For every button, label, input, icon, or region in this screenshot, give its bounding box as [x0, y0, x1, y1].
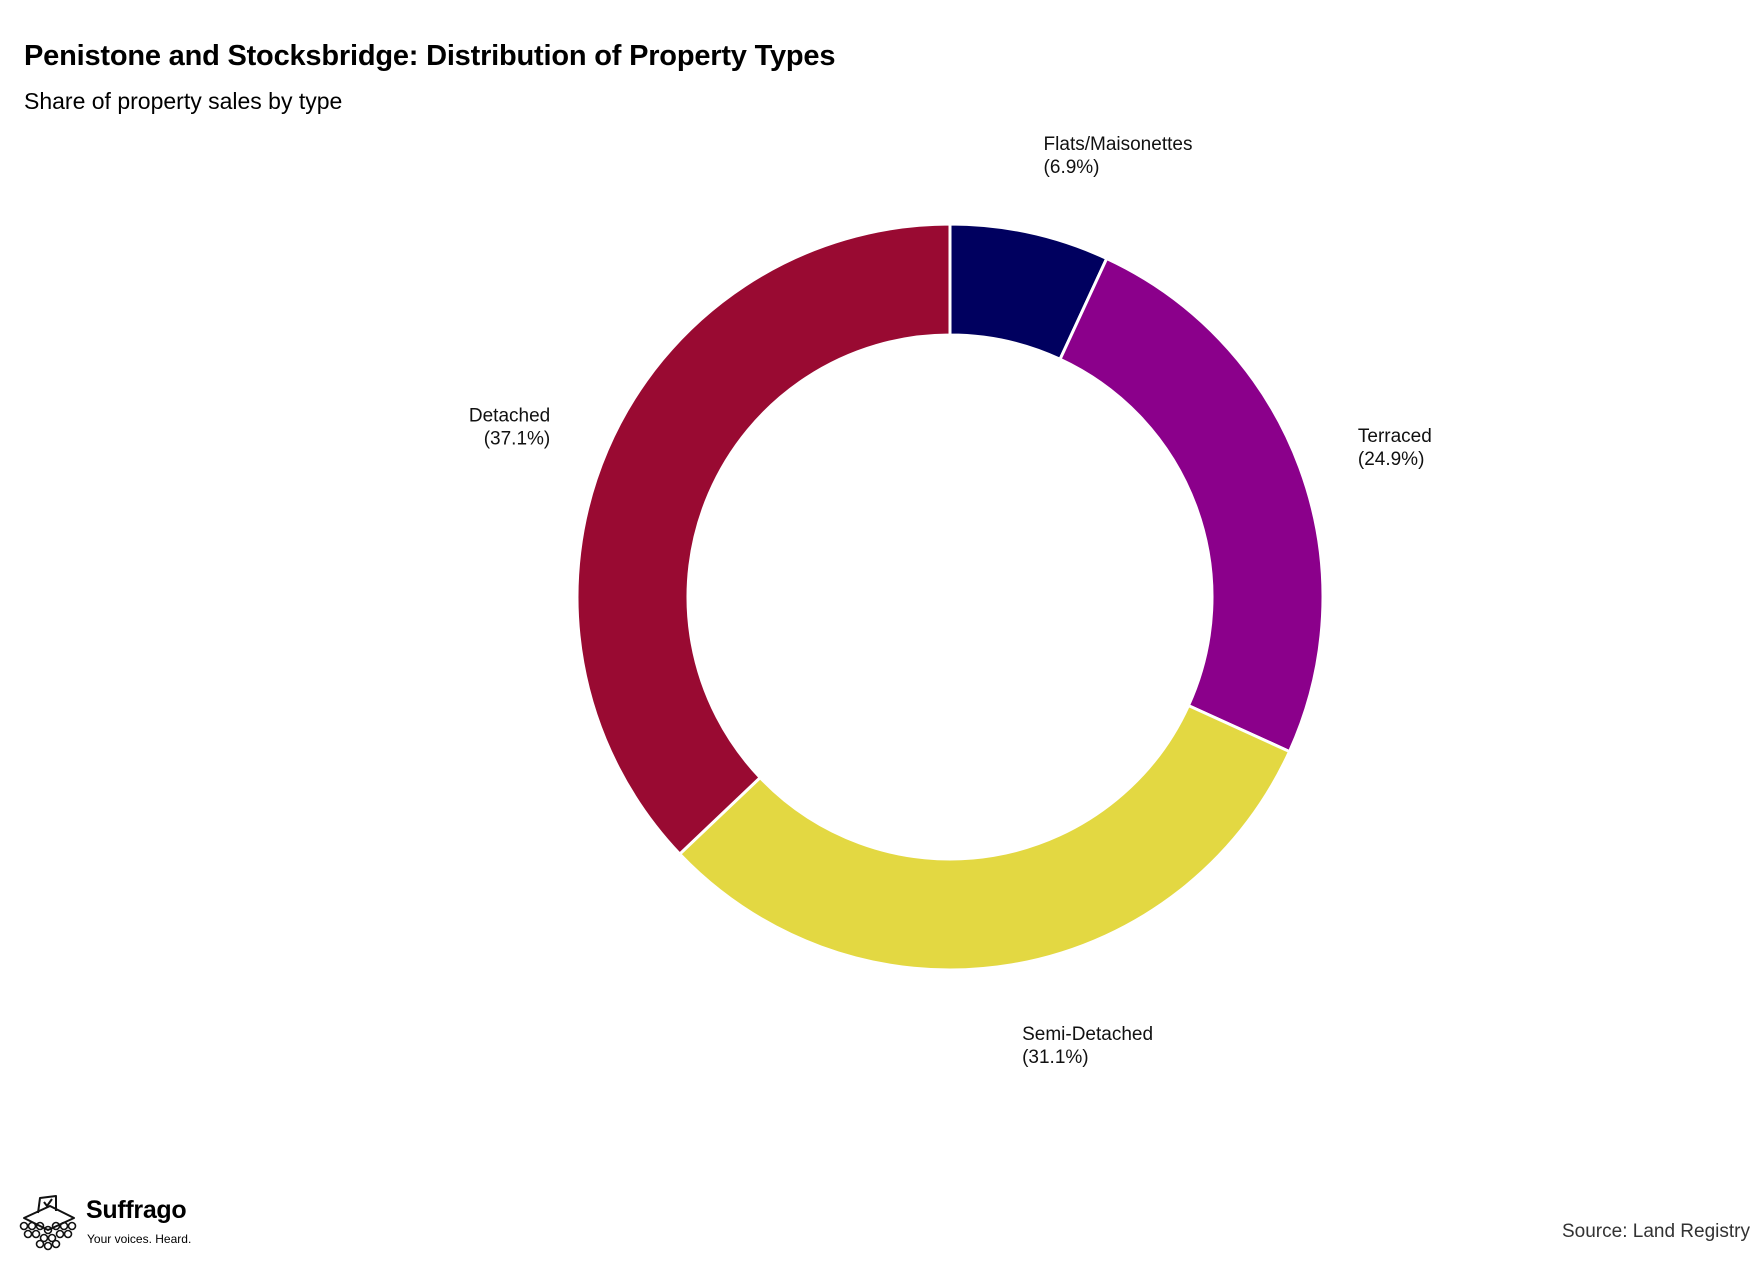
slice-label-percent: (6.9%)	[1044, 157, 1100, 178]
slice-label-name: Detached	[469, 405, 550, 426]
ballot-box-icon	[19, 1195, 77, 1251]
donut-slice-terraced	[1058, 256, 1325, 754]
slice-label-semi-detached: Semi-Detached (31.1%)	[1022, 1024, 1153, 1068]
donut-slices	[575, 222, 1325, 972]
brand-tagline: Your voices. Heard.	[87, 1232, 192, 1246]
slice-label-name: Semi-Detached	[1022, 1024, 1153, 1045]
brand-logo: Suffrago Your voices. Heard.	[16, 1192, 236, 1252]
slice-label-terraced: Terraced (24.9%)	[1358, 426, 1432, 470]
slice-label-name: Terraced	[1358, 426, 1432, 447]
donut-labels: Flats/Maisonettes (6.9%) Terraced (24.9%) Se…	[469, 134, 1432, 1068]
chart-subtitle: Share of property sales by type	[24, 88, 343, 114]
slice-label-percent: (31.1%)	[1022, 1047, 1089, 1068]
chart-title: Penistone and Stocksbridge: Distribution…	[24, 40, 836, 72]
donut-slice-detached	[575, 222, 952, 857]
source-note: Source: Land Registry	[1562, 1221, 1750, 1242]
slice-label-detached: Detached (37.1%)	[469, 405, 550, 449]
slice-label-percent: (37.1%)	[484, 428, 551, 449]
slice-label-percent: (24.9%)	[1358, 449, 1425, 470]
brand-name: Suffrago	[86, 1196, 187, 1224]
slice-label-name: Flats/Maisonettes	[1044, 134, 1193, 155]
slice-label-flats-maisonettes: Flats/Maisonettes (6.9%)	[1044, 134, 1193, 178]
donut-slice-semi-detached	[677, 703, 1292, 972]
